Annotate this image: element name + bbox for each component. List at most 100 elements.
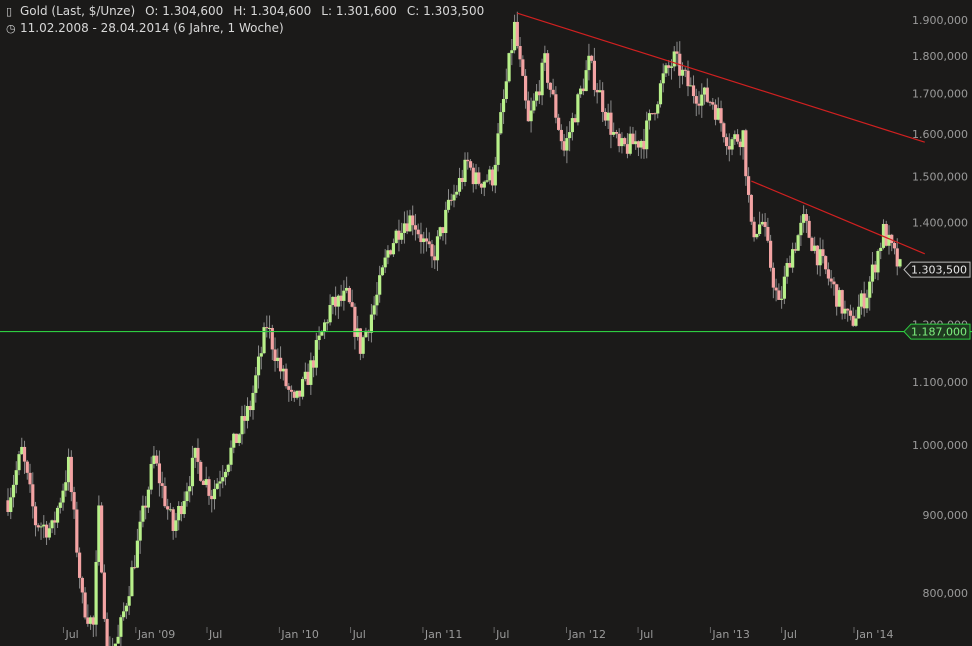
candle-up [127,596,131,606]
candle-down [603,111,608,121]
candle-down [449,199,453,201]
candle-down [91,617,95,625]
y-tick-label: 1.400,000 [912,216,968,229]
candle-down [334,296,338,307]
candle-up [9,497,13,512]
y-tick-label: 1.900,000 [912,14,968,27]
candle-up [818,249,822,266]
candle-up [647,113,652,121]
candle-up [122,611,126,618]
candle-up [870,264,875,282]
candle-down [248,405,252,411]
x-tick-label: Jul [208,628,222,641]
candle-down [471,167,475,185]
candle-up [780,298,784,300]
candle-down [749,194,753,222]
candle-up [565,138,569,151]
support-price-marker-label: 1.187,000 [911,326,967,339]
candle-down [653,113,657,115]
candle-up [791,249,795,268]
candle-down [667,65,671,68]
candle-down [763,221,767,227]
candle-up [361,337,365,354]
candle-up [149,463,153,490]
candle-up [579,88,583,95]
candle-down [711,102,715,105]
candle-down [86,617,90,624]
candle-down [766,226,770,241]
candle-down [595,89,599,93]
candle-up [857,306,861,319]
candle-down [419,234,423,243]
candle-up [295,390,299,398]
candle-up [336,295,340,307]
candle-up [267,328,272,330]
candle-up [256,356,261,376]
candle-down [157,463,162,484]
candle-down [642,140,646,150]
candle-down [25,461,29,473]
candle-up [620,138,624,147]
candle-up [323,322,327,332]
candle-down [339,295,343,301]
candle-up [383,257,387,268]
candle-up [168,509,173,511]
candle-up [496,133,500,165]
candle-down [631,133,635,145]
candle-up [356,328,360,337]
candle-down [243,416,247,421]
candle-down [705,87,709,102]
candle-up [14,470,18,485]
candle-up [733,134,737,140]
last-price-marker-label: 1.303,500 [911,264,967,277]
candle-up [854,318,858,326]
candle-down [424,238,429,242]
candle-up [898,259,902,267]
candle-down [810,237,814,251]
candle-down [873,264,877,273]
candle-down [722,123,726,138]
candle-down [33,506,38,526]
candle-down [846,308,850,311]
x-tick-label: Jan '10 [280,628,318,641]
candle-up [97,505,101,562]
candle-up [61,490,65,503]
candle-up [138,521,142,541]
candle-down [289,389,294,392]
candle-up [488,169,492,181]
candle-up [499,112,503,134]
candle-up [94,561,98,625]
candle-down [609,112,613,135]
candle-up [276,357,280,362]
candle-up [190,457,195,487]
candle-up [303,371,307,380]
candle-down [777,290,781,300]
candle-up [309,360,313,385]
candle-up [188,486,192,492]
candle-down [210,495,214,500]
candle-down [171,509,175,531]
candle-up [540,62,544,96]
candle-down [735,134,740,142]
candle-down [287,386,291,390]
candle-up [799,222,803,236]
y-tick-label: 800,000 [923,587,969,600]
candle-down [551,89,555,95]
candle-up [568,132,572,139]
candle-down [526,100,530,122]
candle-up [317,335,321,341]
candle-down [713,104,718,120]
y-tick-label: 1.800,000 [912,50,968,63]
candle-down [546,53,550,83]
candle-down [306,371,310,385]
candle-down [6,500,10,512]
x-tick-label: Jul [64,628,78,641]
candle-up [375,294,379,306]
candle-up [457,177,462,192]
candle-down [479,183,484,188]
candle-up [680,69,685,76]
candle-down [292,391,296,398]
candle-up [262,327,266,354]
candle-up [254,375,258,393]
